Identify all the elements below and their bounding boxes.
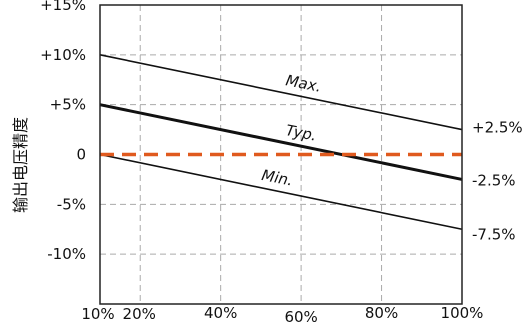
y-tick-label: 0 [76,146,86,164]
x-tick-label: 10% [81,305,114,323]
grid [100,5,462,304]
series-line-typ [99,103,463,181]
y-tick-labels: +15% +10% +5% 0 -5% -10% [40,0,86,263]
x-tick-label: 80% [365,304,398,322]
end-value-label: +2.5% [472,119,523,137]
y-tick-label: +5% [50,96,86,114]
y-tick-label: -10% [47,245,86,263]
y-tick-label: -5% [57,195,86,213]
end-value-label: -2.5% [472,171,516,189]
x-tick-label: 20% [123,305,156,323]
series-line-max [99,54,463,131]
series-label: Max. [284,71,323,95]
x-tick-label: 100% [441,304,484,322]
series-lines [99,54,463,231]
end-value-labels: +2.5% -2.5% -7.5% [472,119,523,244]
y-axis-label: 输出电压精度 [11,117,30,213]
y-tick-label: +15% [40,0,86,14]
x-tick-labels: 10% 20% 40% 60% 80% 100% [81,304,483,326]
series-line-min [99,153,463,231]
series-label: Typ. [284,121,318,145]
x-tick-label: 40% [204,304,237,322]
plot-frame [99,4,463,305]
end-value-label: -7.5% [472,225,516,243]
x-tick-label: 60% [284,308,317,326]
y-tick-label: +10% [40,46,86,64]
series-label: Min. [260,166,294,190]
